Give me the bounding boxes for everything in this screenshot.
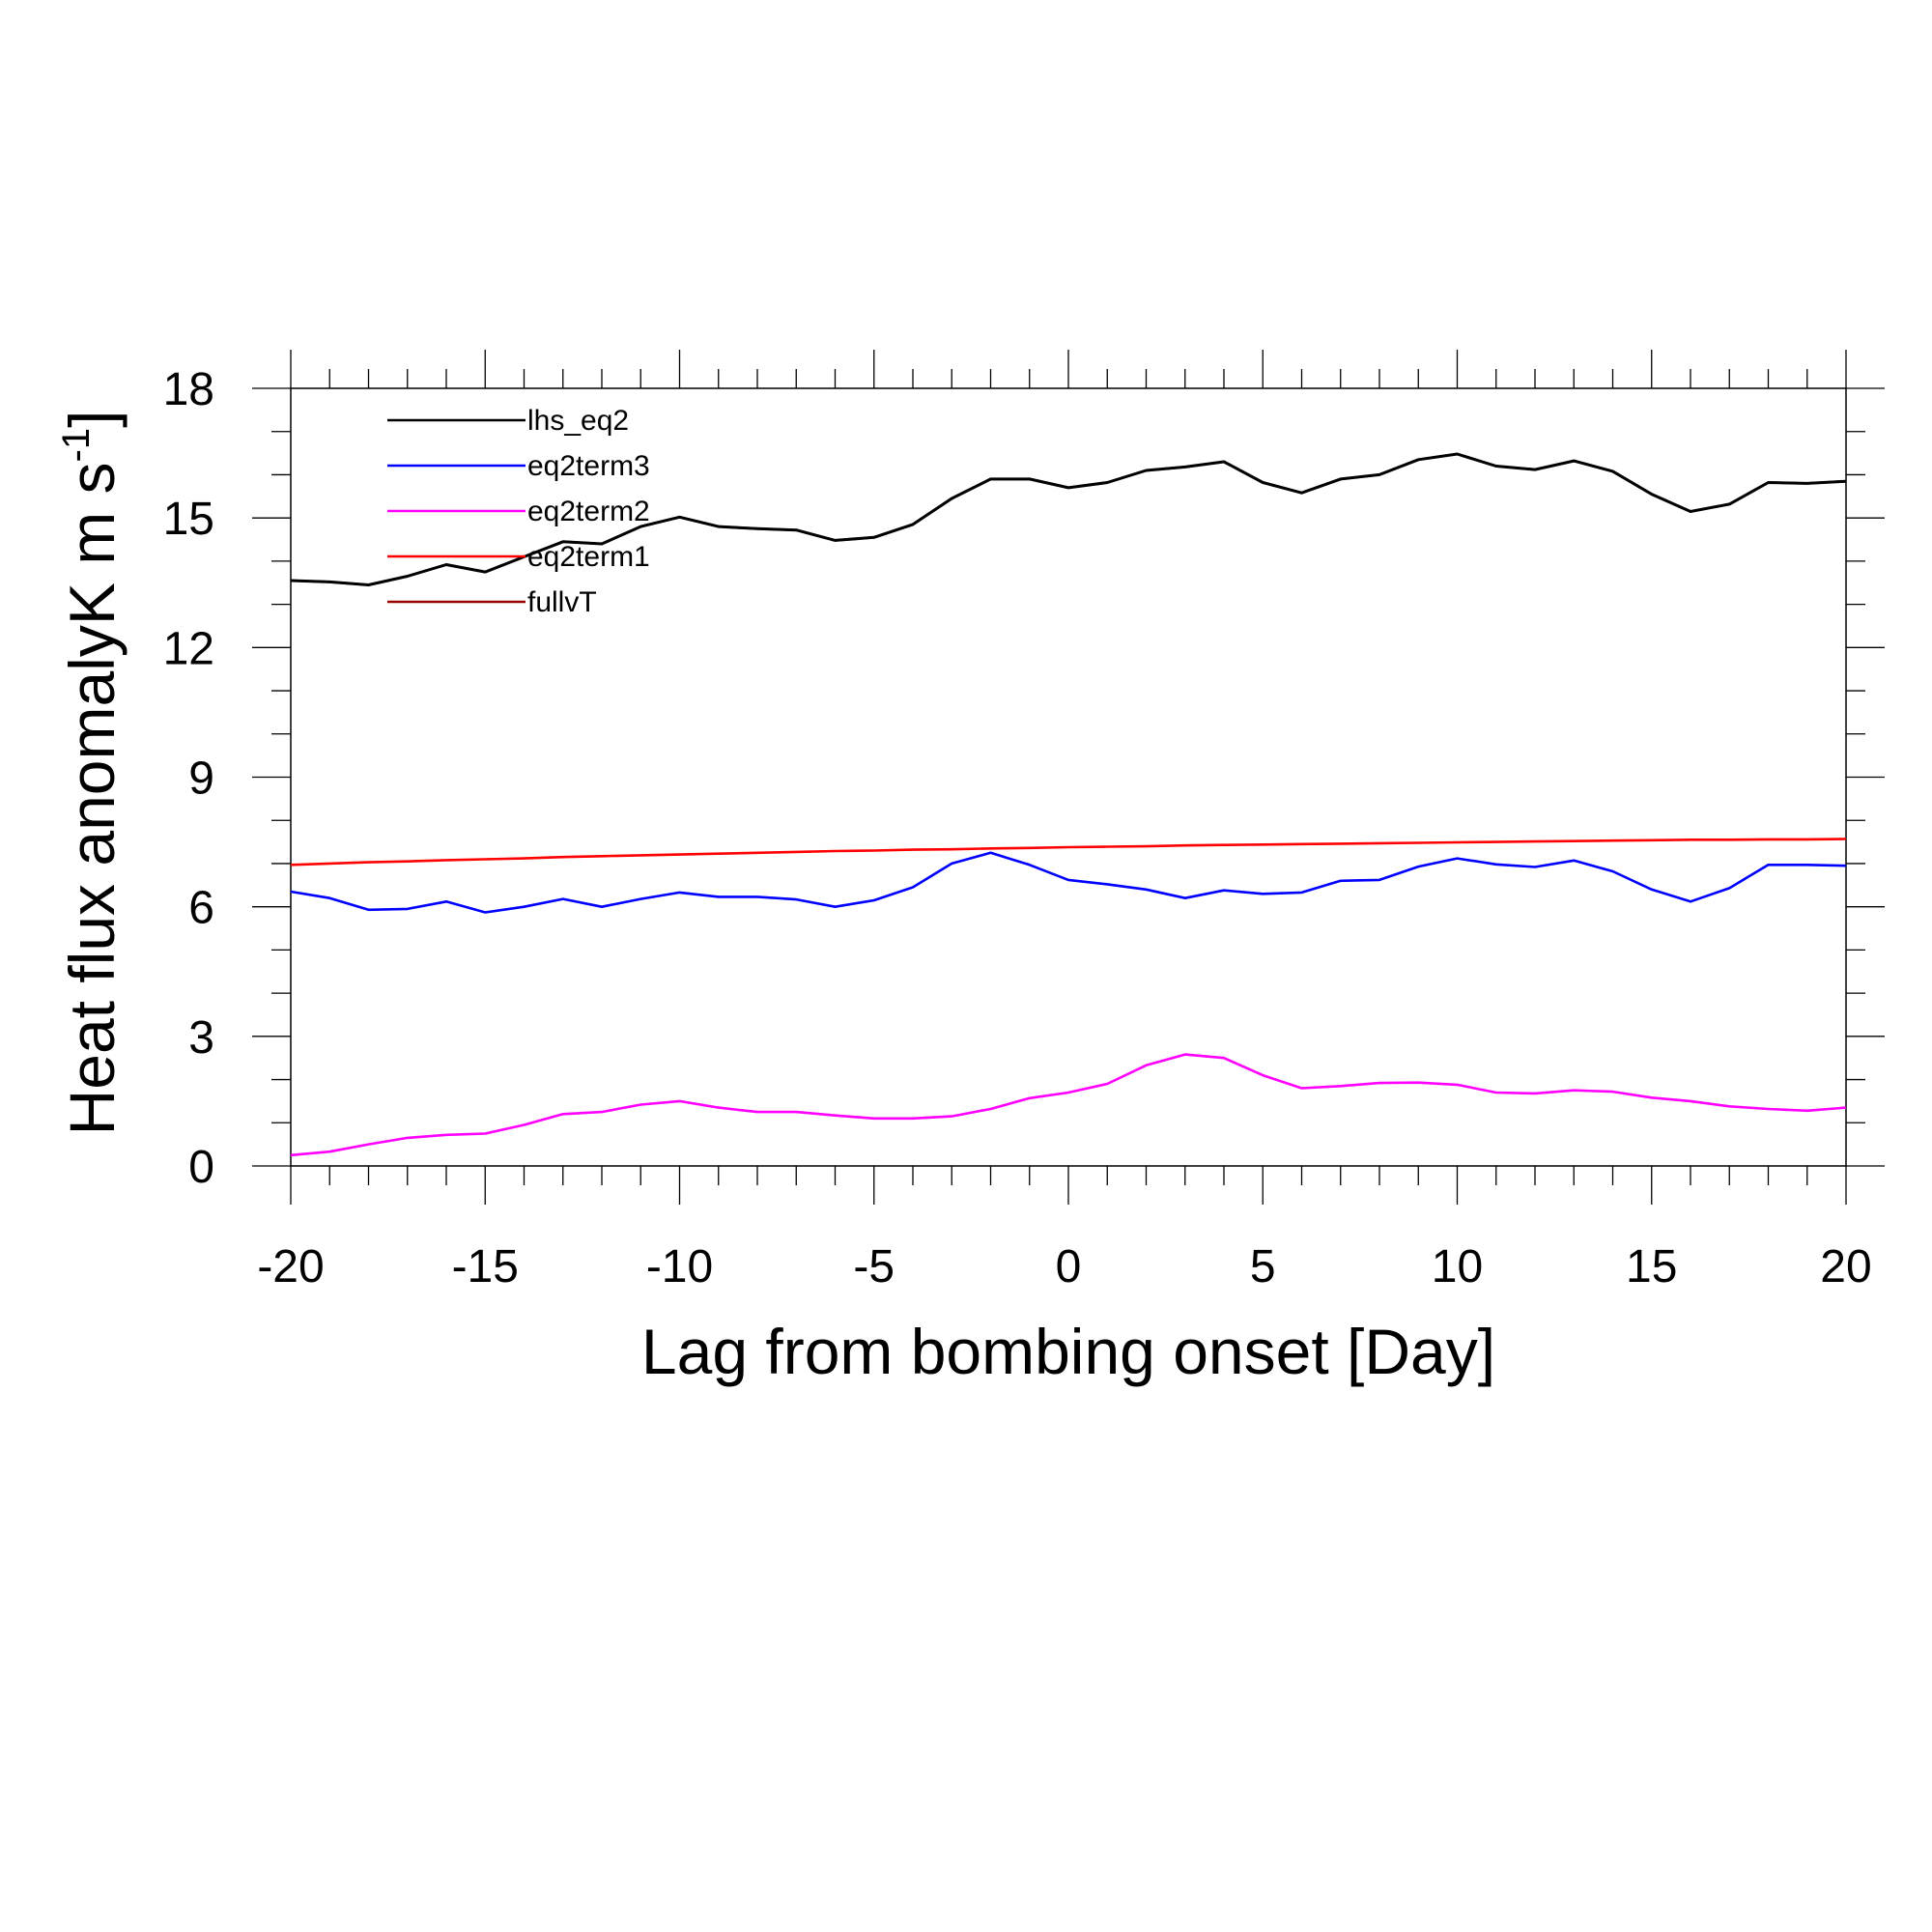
tick-labels: -20 -15 -10 -5 0 5 10 15 20 0 3 6 9 12 15 18 [163, 364, 1872, 1293]
x-tick-label: -20 [257, 1241, 324, 1293]
y-tick-label: 6 [188, 883, 214, 934]
x-tick-label: -5 [853, 1241, 895, 1293]
y-tick-label: 15 [163, 494, 214, 545]
y-axis-title-main: Heat flux anomalyK m s [56, 462, 128, 1135]
series-line-eq2term3 [290, 851, 1847, 914]
y-axis-title-superscript: -1 [55, 428, 98, 463]
x-tick-label: 10 [1432, 1241, 1483, 1293]
y-tick-label: 9 [188, 753, 214, 805]
y-tick-label: 3 [188, 1012, 214, 1064]
x-tick-label: 0 [1056, 1241, 1082, 1293]
plot-border [290, 387, 1847, 1167]
series-line-eq2term2 [290, 1053, 1847, 1157]
x-tick-label: -15 [452, 1241, 519, 1293]
axis-ticks [252, 350, 1885, 1205]
series-lines [290, 452, 1847, 1157]
y-tick-label: 18 [163, 364, 214, 415]
x-axis-title: Lag from bombing onset [Day] [641, 1316, 1495, 1387]
y-tick-label: 0 [188, 1142, 214, 1193]
legend-label-eq2term3: eq2term3 [527, 450, 650, 482]
legend-label-eq2term1: eq2term1 [527, 541, 650, 573]
x-tick-label: 20 [1820, 1241, 1871, 1293]
x-tick-label: 15 [1626, 1241, 1677, 1293]
series-line-lhs-eq2 [290, 452, 1847, 586]
y-tick-label: 12 [163, 623, 214, 674]
series-line-fullvt [290, 452, 1847, 586]
legend-label-lhs-eq2: lhs_eq2 [527, 405, 629, 437]
y-axis-title-close: ] [56, 411, 128, 428]
y-axis-title: Heat flux anomalyK m s-1] [55, 411, 128, 1136]
legend-label-eq2term2: eq2term2 [527, 496, 650, 527]
x-tick-label: 5 [1250, 1241, 1276, 1293]
series-line-eq2term1 [290, 838, 1847, 867]
legend-label-fullvt: fullvT [527, 586, 597, 618]
plot-frame [290, 387, 1847, 1167]
legend: lhs_eq2 eq2term3 eq2term2 eq2term1 fullvT [387, 405, 650, 618]
x-tick-label: -10 [646, 1241, 713, 1293]
